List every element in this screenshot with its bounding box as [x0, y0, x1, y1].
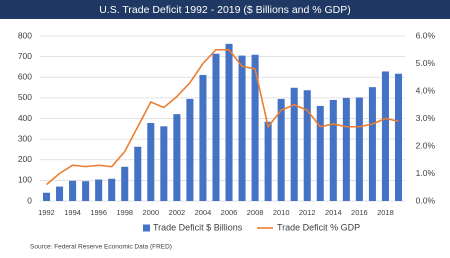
- x-tick-label: 2014: [325, 208, 342, 217]
- bar: [160, 126, 168, 201]
- bar: [186, 98, 194, 201]
- y-tick-label: 500: [18, 92, 32, 102]
- source-note: Source: Federal Reserve Economic Data (F…: [30, 244, 172, 251]
- y-tick-label: 0: [27, 195, 32, 205]
- y2-tick-label: 6.0%: [416, 30, 436, 40]
- y-tick-label: 400: [18, 113, 32, 123]
- bar: [264, 121, 272, 201]
- legend-swatch: [143, 224, 150, 232]
- bar: [290, 87, 298, 201]
- title-band: [0, 0, 450, 19]
- y-tick-label: 600: [18, 72, 32, 82]
- line: [46, 48, 399, 186]
- bar: [251, 54, 259, 201]
- legend-label: Trade Deficit % GDP: [277, 222, 360, 232]
- legend-label: Trade Deficit $ Billions: [153, 222, 243, 232]
- bar: [329, 99, 337, 201]
- bar: [42, 192, 51, 201]
- x-tick-label: 2002: [169, 208, 186, 217]
- bar: [147, 123, 155, 201]
- bar: [69, 180, 77, 201]
- bar: [121, 166, 129, 201]
- bar: [355, 97, 363, 201]
- bar: [82, 181, 90, 201]
- bar: [134, 146, 142, 201]
- x-tick-label: 1996: [90, 208, 107, 217]
- x-tick-label: 2012: [299, 208, 316, 217]
- y-tick-label: 700: [18, 51, 32, 61]
- y2-tick-label: 5.0%: [416, 58, 436, 68]
- y2-tick-label: 0.0%: [416, 195, 436, 205]
- y-tick-label: 100: [18, 175, 32, 185]
- x-tick-label: 1998: [116, 208, 133, 217]
- y2-tick-label: 4.0%: [416, 85, 436, 95]
- bar: [199, 74, 207, 201]
- x-tick-label: 1994: [64, 208, 81, 217]
- bar: [381, 71, 389, 201]
- y2-tick-label: 3.0%: [416, 113, 436, 123]
- bar: [212, 53, 220, 201]
- bar: [56, 186, 64, 201]
- y-tick-label: 800: [18, 30, 32, 40]
- bar: [303, 90, 311, 201]
- x-tick-label: 1992: [38, 208, 55, 217]
- chart-title: U.S. Trade Deficit 1992 - 2019 ($ Billio…: [99, 4, 351, 16]
- bar: [173, 114, 181, 201]
- bar: [95, 179, 103, 201]
- x-tick-label: 2006: [221, 208, 238, 217]
- bar: [368, 87, 376, 201]
- x-tick-label: 2018: [377, 208, 394, 217]
- x-tick-label: 2010: [273, 208, 290, 217]
- y2-tick-label: 2.0%: [416, 140, 436, 150]
- y2-tick-label: 1.0%: [416, 168, 436, 178]
- bar: [238, 55, 246, 201]
- bar: [394, 73, 403, 201]
- bar: [108, 178, 116, 201]
- y-tick-label: 200: [18, 154, 32, 164]
- x-tick-label: 2016: [351, 208, 368, 217]
- x-tick-label: 2004: [195, 208, 212, 217]
- bar: [225, 43, 233, 202]
- x-tick-label: 2008: [247, 208, 264, 217]
- y-tick-label: 300: [18, 133, 32, 143]
- bar: [342, 97, 350, 201]
- x-tick-label: 2000: [142, 208, 159, 217]
- bar: [277, 98, 285, 201]
- bar: [316, 105, 324, 201]
